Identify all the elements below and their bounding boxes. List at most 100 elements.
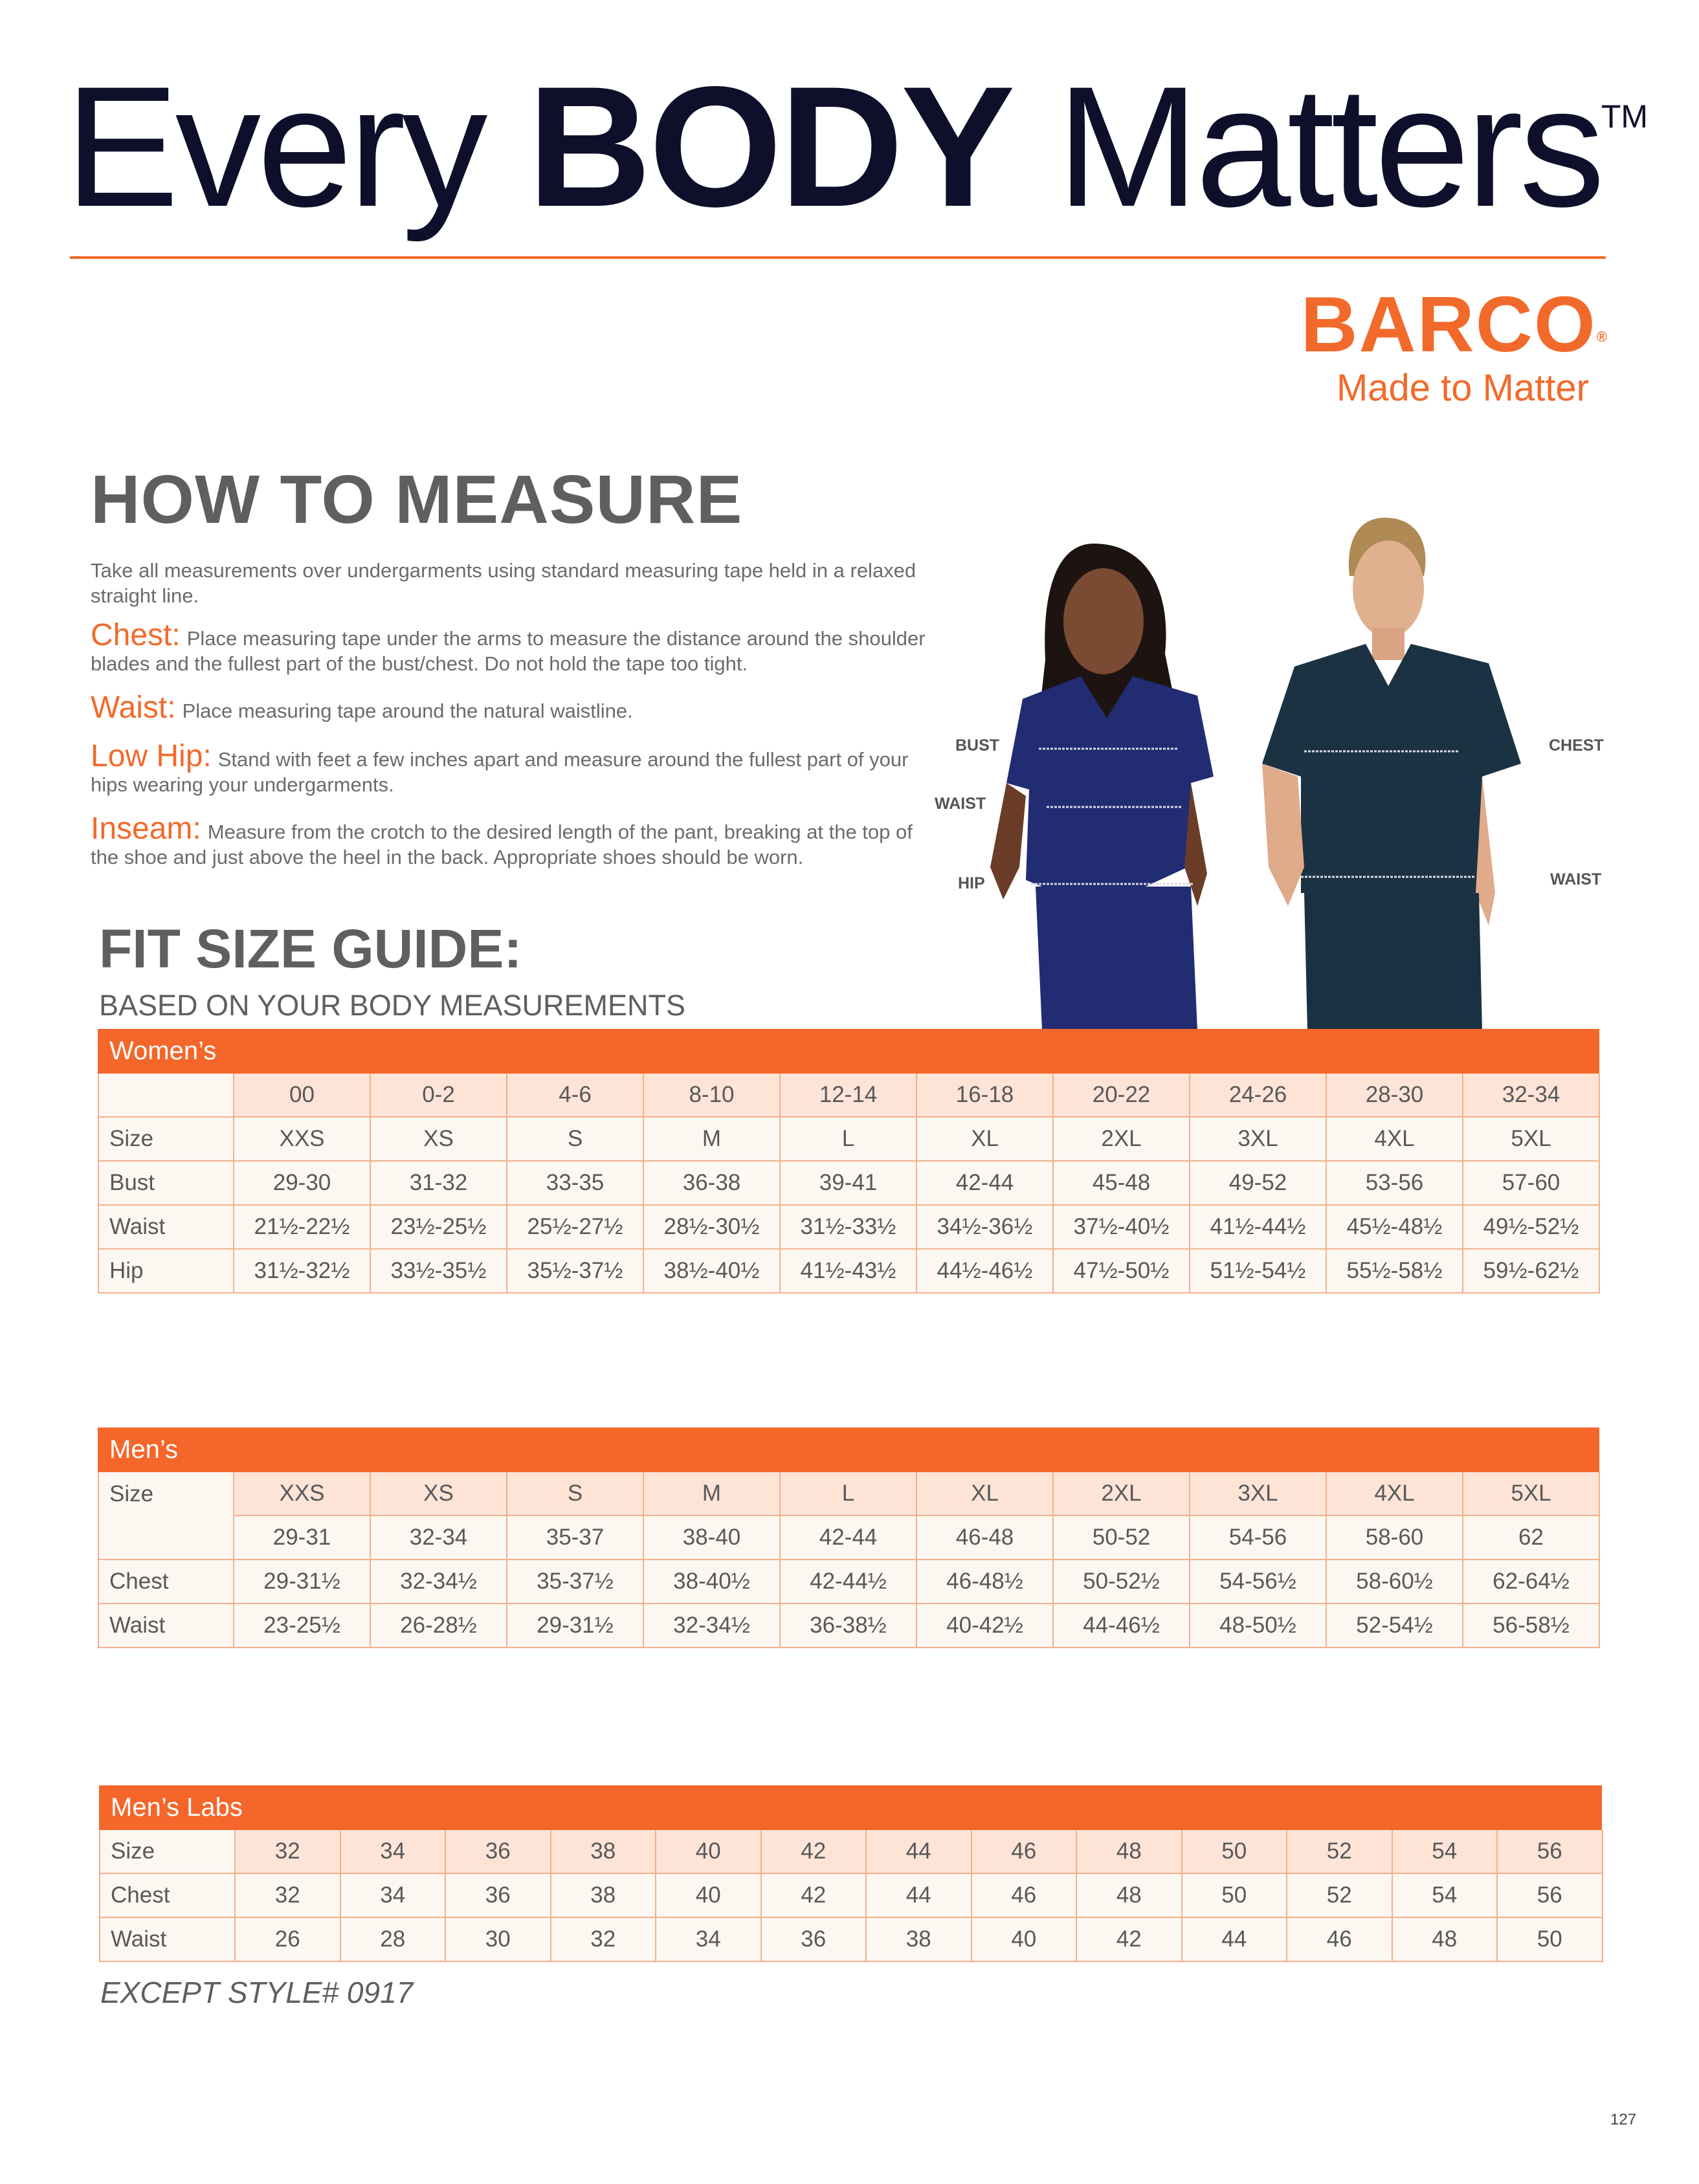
column-header: 12-14: [781, 1074, 917, 1118]
low-hip-instruction: Low Hip: Stand with feet a few inches apa…: [91, 741, 926, 797]
row-label: Chest: [100, 1874, 236, 1918]
table-cell: 2XL: [1054, 1118, 1190, 1162]
table-cell: 4XL: [1327, 1118, 1463, 1162]
table-cell: 54-56: [1190, 1516, 1327, 1560]
column-header: XS: [371, 1472, 507, 1516]
table-cell: 30: [446, 1918, 551, 1962]
table-cell: 50: [1498, 1918, 1603, 1962]
table-cell: 38-40½: [644, 1560, 781, 1604]
divider: [70, 256, 1606, 259]
table-cell: 50-52½: [1054, 1560, 1190, 1604]
woman-figure: [990, 544, 1214, 1030]
waist-text: Place measuring tape around the natural …: [182, 700, 633, 722]
column-header: 56: [1498, 1830, 1603, 1874]
table-cell: 40: [972, 1918, 1077, 1962]
table-cell: 38: [551, 1874, 656, 1918]
column-header: 20-22: [1054, 1074, 1190, 1118]
column-header: 46: [972, 1830, 1077, 1874]
table-cell: 32: [551, 1918, 656, 1962]
column-header: 48: [1077, 1830, 1183, 1874]
row-label: Hip: [99, 1250, 234, 1294]
table-cell: 35-37½: [507, 1560, 644, 1604]
table-cell: 38: [867, 1918, 972, 1962]
hero-word-matters: Matters: [1056, 51, 1605, 243]
table-cell: 49½-52½: [1463, 1206, 1600, 1250]
table-title: Men’s Labs: [99, 1785, 1602, 1830]
row-label: Size: [99, 1118, 234, 1162]
column-header: 34: [340, 1830, 446, 1874]
table-cell: XS: [371, 1118, 507, 1162]
chest-instruction: Chest: Place measuring tape under the arm…: [91, 620, 926, 676]
table-cell: 44: [867, 1874, 972, 1918]
table-cell: 32-34½: [644, 1604, 781, 1648]
table-cell: 57-60: [1463, 1162, 1600, 1206]
table-cell: 42-44: [781, 1516, 917, 1560]
table-cell: 50: [1182, 1874, 1287, 1918]
column-header: 3XL: [1190, 1472, 1327, 1516]
inseam-instruction: Inseam: Measure from the crotch to the de…: [91, 813, 926, 870]
row-label: Size: [100, 1830, 236, 1874]
table-cell: 52-54½: [1327, 1604, 1463, 1648]
table-cell: 42: [1077, 1918, 1183, 1962]
table-cell: 41½-43½: [781, 1250, 917, 1294]
table-cell: 39-41: [781, 1162, 917, 1206]
row-label: [99, 1074, 234, 1118]
exception-note: EXCEPT STYLE# 0917: [100, 1976, 414, 2009]
mens-labs-size-table: Men’s Labs Size 32 34 36 38 40 42 44 46 48 50 52 54 5…: [99, 1785, 1603, 1962]
table-cell: 56: [1498, 1874, 1603, 1918]
man-figure: [1262, 518, 1521, 1030]
womens-size-table: Women’s 00 0-2 4-6 8-10 12-14 16-18 20-22 24-26…: [98, 1029, 1600, 1294]
brand-name: BARCO: [1300, 280, 1597, 368]
table-cell: 28: [340, 1918, 446, 1962]
table-cell: XXS: [234, 1118, 371, 1162]
table-cell: 58-60: [1327, 1516, 1463, 1560]
table-cell: 44: [1182, 1918, 1287, 1962]
table-title: Women’s: [98, 1029, 1599, 1074]
table-cell: 26: [236, 1918, 341, 1962]
column-header: M: [644, 1472, 781, 1516]
brand-tagline: Made to Matter: [1336, 367, 1589, 409]
chest-label: Chest:: [91, 618, 181, 652]
waist-instruction: Waist: Place measuring tape around the na…: [91, 692, 926, 723]
column-header: 00: [234, 1074, 371, 1118]
how-to-measure-title: HOW TO MEASURE: [91, 461, 743, 538]
table-cell: 38½-40½: [644, 1250, 781, 1294]
table-cell: 33½-35½: [371, 1250, 507, 1294]
column-header: XXS: [234, 1472, 371, 1516]
man-waist-label: WAIST: [1550, 870, 1602, 888]
low-hip-text: Stand with feet a few inches apart and m…: [91, 748, 909, 796]
page-number: 127: [1610, 2111, 1637, 2128]
column-header: 4-6: [507, 1074, 644, 1118]
table-cell: 51½-54½: [1190, 1250, 1327, 1294]
low-hip-label: Low Hip:: [91, 739, 212, 773]
intro-text: Take all measurements over undergarments…: [91, 559, 916, 607]
table-cell: 44-46½: [1054, 1604, 1190, 1648]
table-cell: 45½-48½: [1327, 1206, 1463, 1250]
hero-word-every: Every: [65, 51, 487, 243]
column-header: 40: [656, 1830, 762, 1874]
table-cell: 54: [1392, 1874, 1498, 1918]
bust-label: BUST: [955, 736, 1000, 755]
table-cell: 42: [761, 1874, 867, 1918]
table-cell: 40: [656, 1874, 762, 1918]
table-cell: 62-64½: [1463, 1560, 1600, 1604]
table-cell: 29-31: [234, 1516, 371, 1560]
column-header: 2XL: [1054, 1472, 1190, 1516]
column-header: 50: [1182, 1830, 1287, 1874]
table-cell: 3XL: [1190, 1118, 1327, 1162]
table-cell: 50-52: [1054, 1516, 1190, 1560]
fit-size-guide-subtitle: BASED ON YOUR BODY MEASUREMENTS: [99, 989, 686, 1022]
table-cell: XL: [917, 1118, 1054, 1162]
table-cell: 36: [446, 1874, 551, 1918]
chest-figure-label: CHEST: [1549, 736, 1604, 755]
registered-mark: ®: [1596, 329, 1608, 345]
table-cell: 46: [972, 1874, 1077, 1918]
column-header: 0-2: [371, 1074, 507, 1118]
row-label: Bust: [99, 1162, 234, 1206]
table-cell: 42-44: [917, 1162, 1054, 1206]
table-cell: 23-25½: [234, 1604, 371, 1648]
table-cell: 36-38½: [781, 1604, 917, 1648]
table-cell: 34: [340, 1874, 446, 1918]
table-cell: 59½-62½: [1463, 1250, 1600, 1294]
table-cell: 44½-46½: [917, 1250, 1054, 1294]
